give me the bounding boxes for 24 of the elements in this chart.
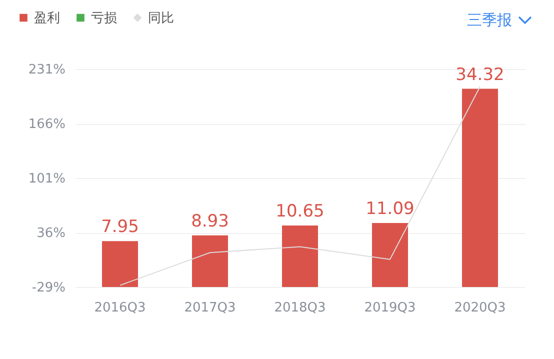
data-label: 8.93	[191, 211, 229, 232]
data-label: 11.09	[366, 198, 414, 219]
y-tick-label: 166%	[28, 117, 66, 132]
data-label: 10.65	[276, 202, 324, 222]
y-tick-label: 36%	[36, 226, 66, 241]
data-label: 7.95	[101, 217, 139, 238]
y-tick-label: 231%	[28, 62, 66, 78]
data-label: 34.32	[456, 64, 504, 85]
bar	[282, 226, 318, 287]
x-tick-label: 2019Q3	[364, 300, 416, 316]
y-tick-label: -29%	[32, 280, 66, 296]
legend-label: 亏损	[91, 10, 117, 26]
x-tick-label: 2017Q3	[184, 300, 236, 316]
text: 三季报	[467, 11, 512, 30]
y-tick-label: 101%	[28, 172, 66, 186]
x-tick-label: 2020Q3	[454, 300, 506, 316]
bar	[462, 88, 498, 287]
bar	[102, 241, 138, 287]
legend-label: 盈利	[34, 10, 60, 26]
bar	[372, 222, 408, 287]
x-tick-label: 2018Q3	[274, 300, 326, 316]
bar	[192, 235, 228, 287]
legend-label: 同比	[148, 10, 174, 26]
x-tick-label: 2016Q3	[94, 300, 146, 316]
